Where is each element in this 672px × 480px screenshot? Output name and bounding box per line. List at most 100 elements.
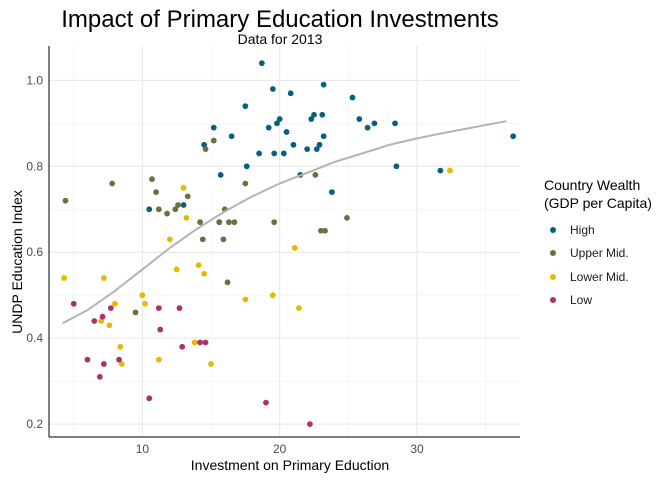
point-low	[197, 339, 203, 346]
point-low	[116, 356, 122, 363]
point-low	[157, 326, 164, 333]
point-upper-mid	[155, 206, 162, 213]
legend-dot-lower-mid	[549, 273, 556, 280]
point-high	[146, 206, 153, 213]
point-lower-mid	[291, 245, 298, 251]
point-upper-mid	[184, 193, 191, 200]
point-lower-mid	[183, 214, 190, 221]
legend-item-lower-mid: Lower Mid.	[544, 265, 652, 289]
point-lower-mid	[112, 300, 118, 307]
point-high	[304, 146, 311, 153]
y-tick-label: 0.6	[26, 245, 43, 259]
point-high	[243, 163, 250, 170]
point-lower-mid	[296, 305, 302, 311]
point-high	[217, 172, 224, 178]
point-high	[319, 111, 326, 118]
point-low	[155, 305, 162, 311]
point-high	[328, 189, 335, 195]
point-upper-mid	[224, 279, 231, 286]
legend-item-low: Low	[544, 289, 652, 313]
point-high	[228, 133, 235, 140]
point-lower-mid	[208, 361, 214, 367]
point-low	[96, 373, 103, 380]
point-lower-mid	[269, 292, 276, 299]
point-high	[276, 116, 283, 122]
point-high	[283, 129, 290, 135]
point-high	[437, 167, 444, 174]
point-lower-mid	[117, 343, 124, 350]
point-high	[271, 150, 278, 157]
point-high	[349, 94, 356, 101]
point-high	[256, 150, 262, 157]
point-upper-mid	[317, 227, 324, 234]
legend-dot-upper-mid	[549, 250, 556, 257]
point-upper-mid	[199, 236, 206, 243]
chart-title: Impact of Primary Education Investments	[61, 6, 499, 33]
point-upper-mid	[216, 219, 223, 226]
legend-label-low: Low	[570, 293, 593, 308]
point-high	[320, 81, 327, 88]
point-upper-mid	[175, 202, 181, 208]
y-axis-title: UNDP Education Index	[9, 190, 25, 334]
point-high	[311, 111, 317, 118]
point-high	[308, 116, 315, 122]
point-upper-mid	[322, 227, 328, 234]
point-low	[91, 318, 98, 324]
legend-dot-high	[549, 226, 556, 233]
point-lower-mid	[61, 275, 68, 281]
point-low	[202, 339, 209, 346]
point-upper-mid	[62, 197, 69, 204]
point-lower-mid	[242, 296, 249, 303]
point-lower-mid	[101, 275, 107, 281]
x-tick-label: 30	[410, 442, 424, 456]
point-upper-mid	[210, 137, 217, 144]
point-low	[307, 421, 313, 428]
point-lower-mid	[106, 322, 113, 329]
x-tick-label: 10	[136, 442, 150, 456]
point-upper-mid	[197, 219, 203, 226]
point-upper-mid	[109, 180, 116, 187]
point-upper-mid	[164, 210, 170, 217]
point-lower-mid	[118, 361, 125, 367]
point-low	[101, 361, 107, 367]
legend-item-high: High	[544, 218, 652, 242]
point-low	[176, 305, 183, 311]
x-tick-label: 20	[273, 442, 287, 456]
point-high	[265, 124, 272, 131]
point-high	[320, 133, 327, 140]
point-high	[210, 124, 217, 131]
point-low	[99, 313, 106, 320]
point-high	[356, 116, 363, 122]
y-tick-label: 0.2	[26, 417, 43, 431]
point-lower-mid	[201, 270, 208, 277]
point-high	[280, 150, 287, 157]
point-lower-mid	[195, 262, 202, 269]
point-high	[510, 133, 517, 140]
point-low	[84, 356, 91, 363]
point-upper-mid	[231, 219, 238, 226]
point-high	[258, 60, 265, 67]
point-lower-mid	[173, 266, 180, 273]
legend-label-upper-mid: Upper Mid.	[570, 246, 629, 261]
point-high	[274, 120, 280, 127]
point-high	[269, 86, 276, 92]
point-high	[313, 146, 320, 153]
point-low	[70, 300, 77, 307]
point-upper-mid	[220, 236, 227, 243]
point-high	[393, 163, 400, 170]
point-upper-mid	[132, 309, 139, 316]
point-upper-mid	[312, 172, 319, 178]
legend-title: Country Wealth (GDP per Capita)	[544, 176, 652, 212]
point-high	[371, 120, 378, 127]
point-upper-mid	[202, 146, 209, 153]
legend-dot-low	[549, 297, 556, 304]
point-upper-mid	[149, 176, 155, 183]
point-high	[364, 124, 371, 131]
point-low	[107, 305, 114, 311]
point-upper-mid	[153, 189, 160, 195]
point-lower-mid	[191, 339, 198, 346]
legend-label-lower-mid: Lower Mid.	[570, 269, 629, 284]
x-axis-title: Investment on Primary Eduction	[190, 457, 390, 473]
